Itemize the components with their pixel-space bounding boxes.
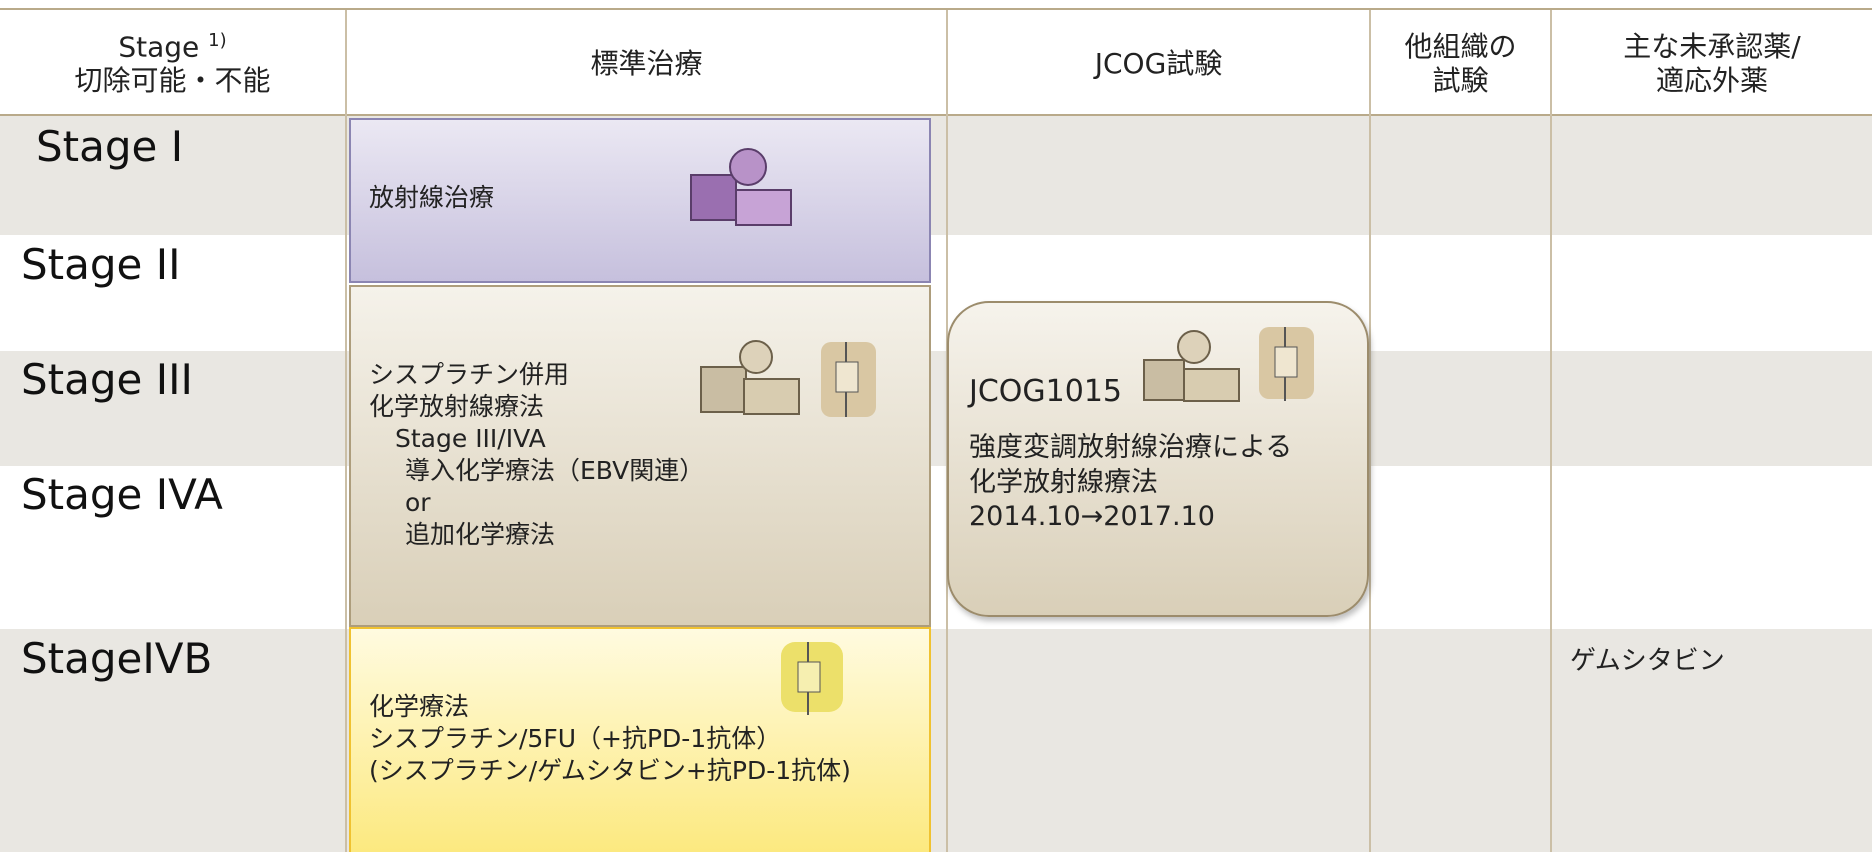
column-line xyxy=(1369,10,1371,852)
header-cell: 他組織の 試験 xyxy=(1371,12,1550,115)
header-text: Stage xyxy=(118,30,200,64)
box-text: 化学放射線療法 xyxy=(369,392,545,421)
stage-label: Stage IVA xyxy=(21,470,223,519)
trial-title: JCOG1015 xyxy=(969,374,1123,409)
treatment-icons xyxy=(700,340,876,417)
header-text: JCOG試験 xyxy=(1094,46,1223,80)
header-text: 標準治療 xyxy=(590,46,703,80)
row-band xyxy=(0,351,1872,466)
row-band xyxy=(0,115,1872,235)
box-text: シスプラチン/5FU（+抗PD-1抗体） xyxy=(369,724,782,753)
box-text: 追加化学療法 xyxy=(405,520,556,549)
box-text: 化学放射線療法 xyxy=(969,466,1158,498)
box-text: 2014.10→2017.10 xyxy=(969,501,1215,533)
stage-label: Stage I xyxy=(36,122,184,171)
box-text: Stage III/IVA xyxy=(395,424,546,453)
stage-label: Stage III xyxy=(21,355,193,404)
treatment-box: 放射線治療 xyxy=(349,118,931,283)
drug-text: ゲムシタビン xyxy=(1570,646,1725,676)
iv-icon xyxy=(781,642,843,715)
box-text: or xyxy=(405,488,431,517)
stage-label: Stage II xyxy=(21,240,181,289)
treatment-box: 化学療法 シスプラチン/5FU（+抗PD-1抗体） (シスプラチン/ゲムシタビン… xyxy=(349,627,931,852)
column-line xyxy=(345,10,347,852)
box-text: 導入化学療法（EBV関連） xyxy=(405,456,705,485)
stage-label: StageIVB xyxy=(21,634,213,683)
box-text: 放射線治療 xyxy=(369,183,495,212)
header-text: 切除可能・不能 xyxy=(74,63,271,97)
row-band xyxy=(0,629,1872,852)
trial-box: JCOG1015 強度変調放射線治療による 化学放射線療法 2014.10→20… xyxy=(947,301,1369,617)
header-rule xyxy=(0,114,1872,116)
header-cell: 標準治療 xyxy=(347,12,946,115)
header-text: 試験 xyxy=(1432,63,1489,97)
box-text: (シスプラチン/ゲムシタビン+抗PD-1抗体) xyxy=(369,756,851,785)
box-text: シスプラチン併用 xyxy=(369,360,570,389)
header-text: 適応外薬 xyxy=(1655,63,1768,97)
box-text: 化学療法 xyxy=(369,692,470,721)
treatment-box: シスプラチン併用 化学放射線療法 Stage III/IVA 導入化学療法（EB… xyxy=(349,285,931,627)
treatment-icons xyxy=(1143,327,1314,402)
box-text: 強度変調放射線治療による xyxy=(969,432,1293,464)
footnote-mark: 1) xyxy=(208,29,227,51)
radiotherapy-icon xyxy=(690,148,792,226)
header-text: 他組織の xyxy=(1404,29,1517,63)
column-line xyxy=(1550,10,1552,852)
header-cell: Stage 1) 切除可能・不能 xyxy=(0,12,345,115)
header-cell: JCOG試験 xyxy=(948,12,1369,115)
header-cell: 主な未承認薬/適応外薬 xyxy=(1552,12,1872,115)
top-rule xyxy=(0,8,1872,10)
header-text: 主な未承認薬/ xyxy=(1623,29,1801,63)
